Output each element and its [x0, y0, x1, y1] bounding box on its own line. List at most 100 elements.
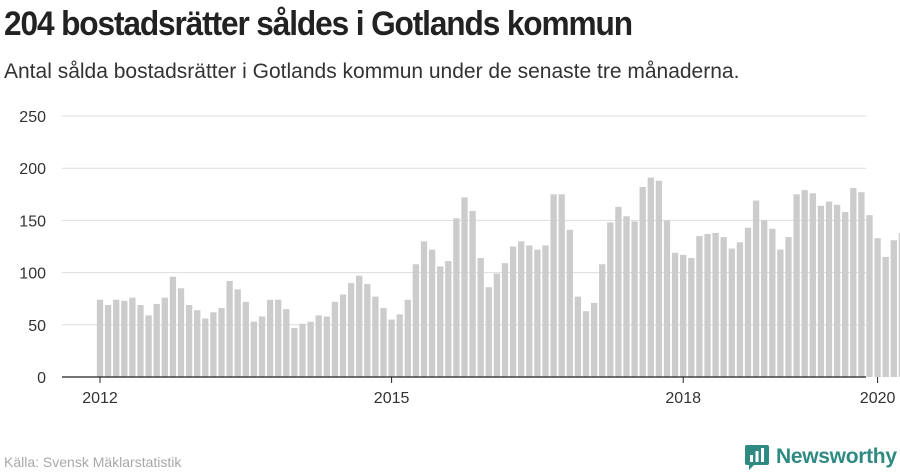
bar — [275, 299, 282, 377]
bar — [258, 316, 266, 377]
bar — [704, 233, 711, 377]
bar — [671, 252, 679, 377]
bar — [121, 300, 128, 377]
bar — [817, 205, 825, 377]
bar — [469, 211, 476, 377]
bar — [461, 197, 468, 377]
bar — [623, 216, 630, 377]
bar — [785, 237, 792, 377]
source-note: Källa: Svensk Mäklarstatistik — [4, 454, 182, 470]
bar — [145, 315, 152, 377]
bar — [680, 254, 687, 377]
bar — [177, 288, 185, 377]
y-tick-label: 50 — [28, 318, 46, 335]
bar — [688, 257, 695, 377]
bar — [663, 220, 671, 377]
bar — [493, 273, 501, 377]
bar — [96, 299, 104, 377]
bar — [129, 297, 136, 377]
bar — [453, 218, 460, 377]
bar — [842, 212, 849, 377]
bar — [866, 215, 873, 377]
bar-chart: 0501001502002502012201520182020204 — [19, 109, 900, 407]
bar — [793, 194, 800, 377]
bar — [315, 315, 322, 377]
bar — [250, 321, 258, 377]
y-tick-label: 250 — [19, 109, 46, 126]
x-tick-label: 2018 — [665, 390, 701, 407]
bar — [736, 242, 744, 377]
bar — [364, 284, 371, 377]
bar — [356, 275, 363, 377]
bar — [769, 228, 776, 377]
bar — [728, 248, 735, 377]
bar — [542, 245, 549, 377]
bar — [882, 256, 889, 377]
bar — [655, 180, 663, 377]
bar — [631, 221, 638, 377]
bar — [509, 246, 517, 377]
bar — [299, 323, 306, 377]
bar — [858, 192, 865, 377]
chart-title: 204 bostadsrätter såldes i Gotlands komm… — [4, 5, 633, 43]
bar — [833, 204, 841, 377]
bar — [266, 299, 274, 377]
bar — [874, 238, 881, 377]
bar — [104, 304, 112, 377]
chart-subtitle: Antal sålda bostadsrätter i Gotlands kom… — [4, 60, 740, 83]
bar — [226, 280, 233, 377]
bar — [242, 301, 249, 377]
bar — [380, 308, 387, 377]
bar — [809, 193, 816, 377]
bar — [234, 289, 241, 377]
bar — [501, 263, 509, 377]
bar — [825, 201, 833, 377]
bar — [339, 294, 347, 377]
bar — [850, 188, 857, 377]
y-tick-label: 200 — [19, 161, 46, 178]
bar — [137, 304, 144, 377]
bar — [720, 237, 727, 377]
bar — [534, 249, 541, 377]
bar — [161, 297, 168, 377]
bar — [437, 266, 444, 377]
bar — [590, 302, 598, 377]
bar — [113, 299, 120, 377]
bar — [485, 287, 492, 377]
bar — [761, 220, 768, 377]
bar — [777, 249, 784, 377]
bar — [169, 276, 177, 377]
bar — [696, 236, 703, 377]
bar — [323, 316, 330, 377]
bar — [194, 310, 201, 377]
bar — [639, 186, 646, 377]
bar — [744, 227, 752, 377]
bar — [566, 229, 573, 377]
bar — [372, 296, 379, 377]
x-tick-label: 2015 — [374, 390, 410, 407]
bar — [185, 304, 193, 377]
bar — [801, 190, 808, 377]
y-tick-label: 0 — [37, 370, 46, 387]
y-tick-label: 100 — [19, 266, 46, 283]
bar — [752, 200, 760, 377]
bar — [291, 327, 298, 377]
bar — [388, 319, 395, 377]
bar — [218, 308, 225, 377]
bar — [445, 261, 452, 377]
bar — [428, 249, 436, 377]
bar — [518, 241, 525, 377]
bar — [477, 257, 484, 377]
bar — [550, 194, 557, 377]
bar — [404, 299, 411, 377]
bar — [210, 312, 217, 377]
bar — [898, 232, 900, 377]
bar — [153, 303, 160, 377]
bar — [615, 206, 622, 377]
bar — [890, 240, 897, 377]
brand-logo[interactable]: Newsworthy — [744, 443, 897, 471]
bar — [574, 296, 582, 377]
bar — [712, 232, 719, 377]
bar — [202, 318, 209, 377]
bar — [331, 301, 339, 377]
